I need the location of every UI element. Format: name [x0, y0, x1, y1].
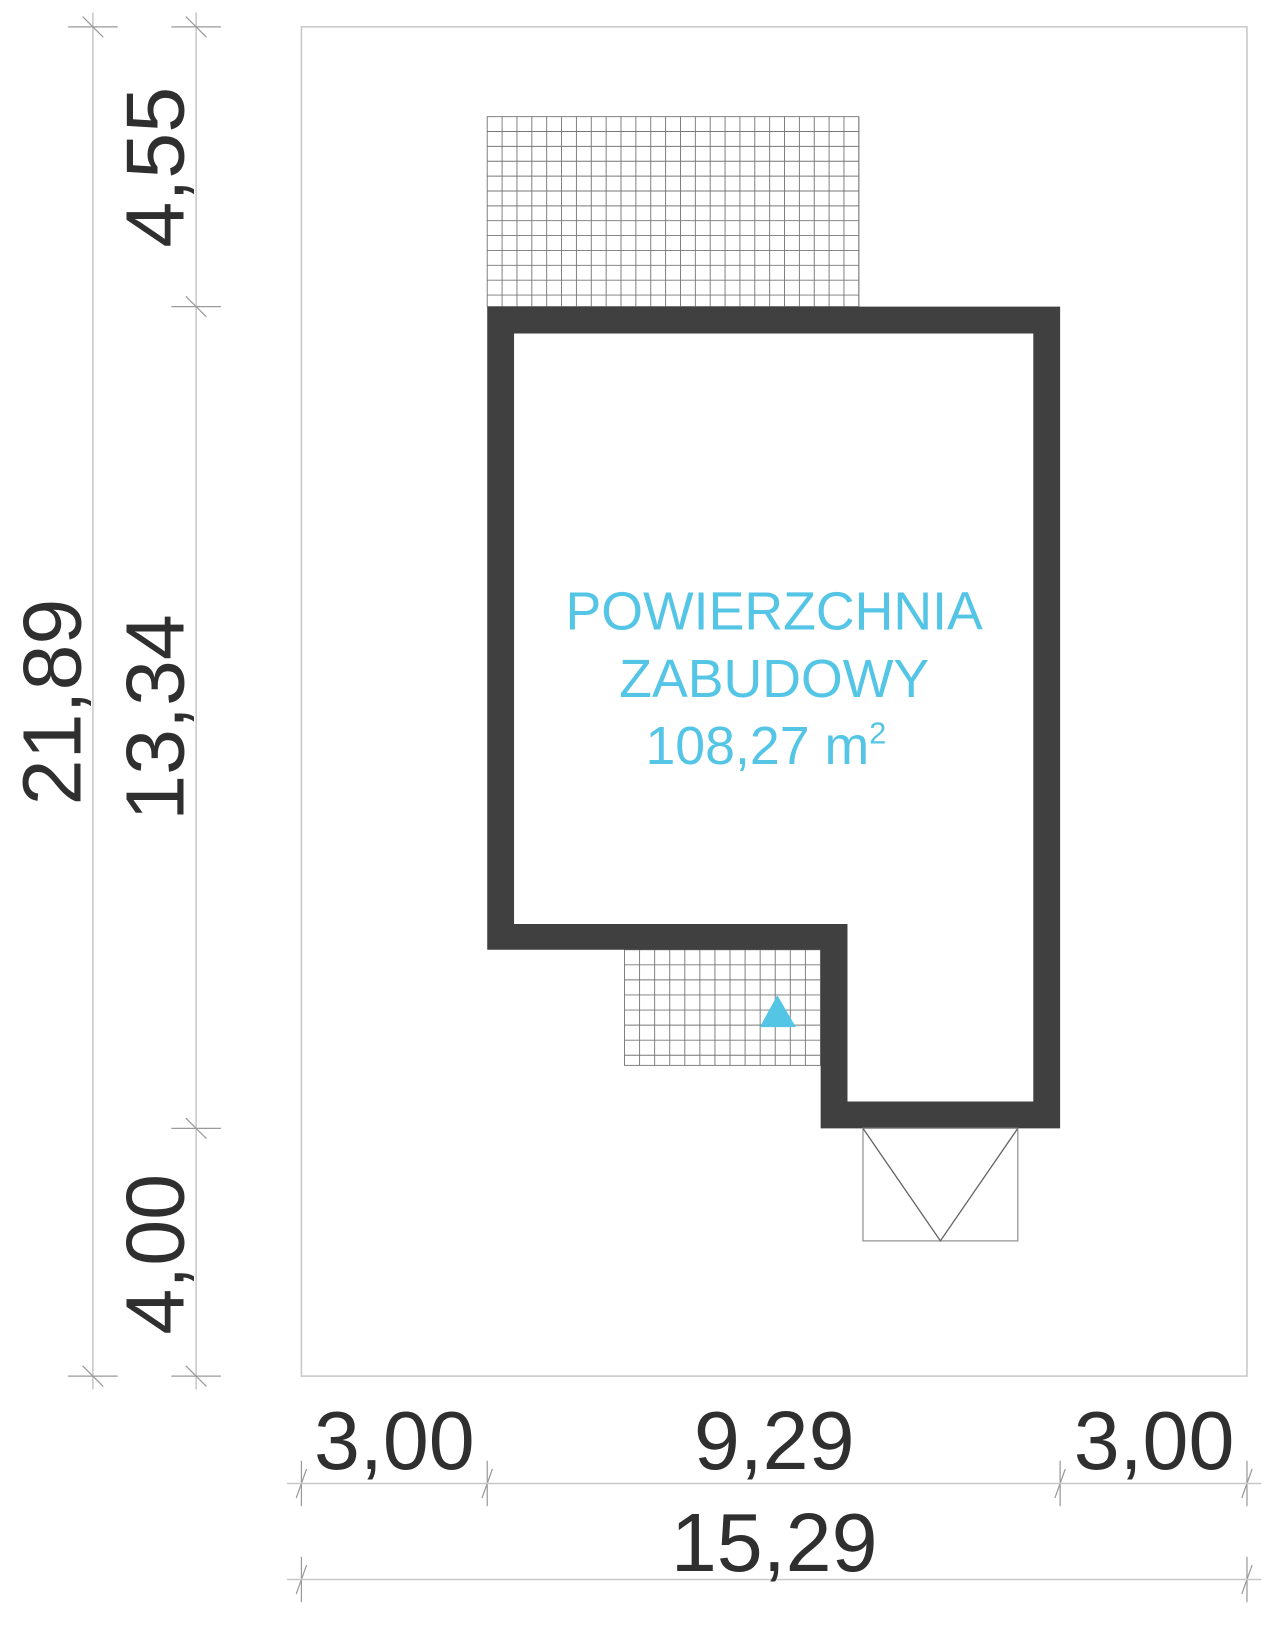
terrace-top-hatch — [486, 116, 860, 308]
dimension-bottom-segment-2: 9,29 — [694, 1395, 855, 1487]
dimension-tick — [82, 1365, 104, 1387]
area-label-line1: POWIERZCHNIA — [566, 582, 984, 642]
area-label-line2: ZABUDOWY — [619, 649, 929, 709]
area-value: 108,27 m2 — [645, 715, 886, 776]
hatch-border — [486, 116, 860, 308]
hatch-border — [624, 949, 822, 1066]
dimension-left-segment-3: 4,00 — [110, 1174, 202, 1335]
dimension-tick — [185, 1117, 207, 1140]
dimension-left-segment-2: 13,34 — [110, 614, 202, 821]
plot-boundary — [300, 26, 1248, 1377]
dimension-left-segment-1: 4,55 — [110, 87, 202, 248]
dimension-bottom-total: 15,29 — [671, 1497, 878, 1589]
dimension-tick — [185, 1365, 207, 1387]
dimension-tick — [185, 295, 207, 318]
dimension-bottom-segment-3: 3,00 — [1074, 1395, 1235, 1487]
dimension-bottom-segment-1: 3,00 — [314, 1395, 475, 1487]
entrance-canopy — [862, 1127, 1019, 1243]
dimension-left-total: 21,89 — [7, 599, 99, 806]
terrace-bottom-hatch — [624, 949, 822, 1066]
dimension-tick — [185, 16, 207, 38]
triangle-icon — [759, 995, 796, 1028]
dimension-tick — [82, 16, 104, 38]
dimension-ticks — [68, 16, 1253, 1603]
